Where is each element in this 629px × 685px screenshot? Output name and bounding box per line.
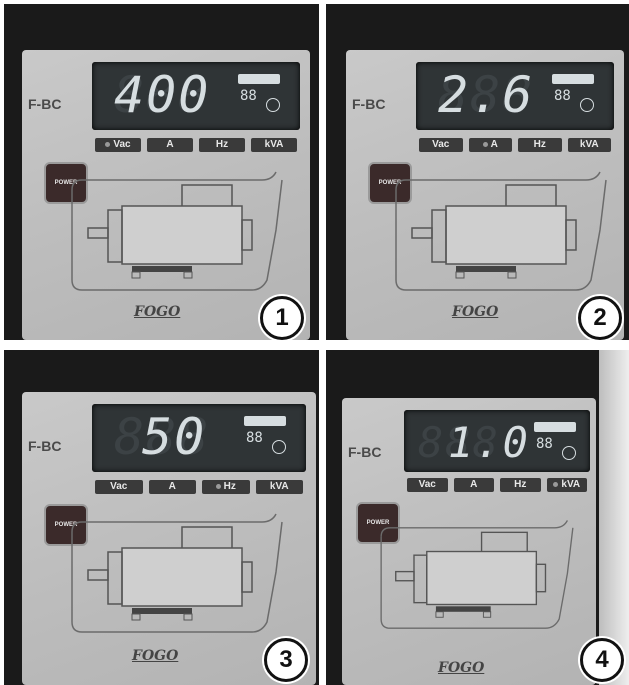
background-wall [599, 350, 629, 685]
panel-number-badge: 1 [260, 296, 304, 340]
unit-label-kva: kVA [251, 138, 297, 152]
unit-label-hz: Hz [518, 138, 562, 152]
lcd-status-icon: 88 [552, 74, 602, 114]
lcd-display: 888 400 88 [92, 62, 300, 130]
brand-logo: FOGO [452, 304, 499, 320]
unit-label-a: A [147, 138, 193, 152]
unit-label-kva: kVA [567, 138, 611, 152]
unit-label-vac: Vac [95, 138, 141, 152]
unit-label-a: A [453, 478, 494, 492]
photo-panel-4: F-BC 888 1.0 88 Vac A Hz kVA POWER FOGO … [326, 350, 629, 685]
lcd-ghost-segments: 888 [114, 66, 211, 124]
power-button[interactable]: POWER [44, 504, 88, 546]
meter-faceplate: F-BC 888 50 88 Vac A Hz kVA POWER FOGO [22, 392, 316, 685]
unit-label-kva: kVA [546, 478, 587, 492]
panel-number-badge: 2 [578, 296, 622, 340]
brand-logo: FOGO [134, 304, 181, 320]
model-label: F-BC [28, 96, 62, 112]
unit-label-vac: Vac [419, 138, 463, 152]
led-indicator-icon [105, 141, 111, 147]
meter-faceplate: F-BC 888 400 88 Vac A Hz kVA POWER FOGO [22, 50, 310, 340]
unit-label-hz: Hz [202, 480, 250, 494]
panel-number-badge: 3 [264, 638, 308, 682]
unit-labels: Vac A Hz kVA [92, 480, 306, 494]
power-button[interactable]: POWER [356, 502, 400, 544]
led-indicator-icon [482, 141, 488, 147]
photo-panel-1: F-BC 888 400 88 Vac A Hz kVA POWER FOGO … [4, 4, 319, 340]
model-label: F-BC [28, 438, 62, 454]
generator-diagram-icon [395, 171, 607, 291]
brand-logo: FOGO [132, 648, 179, 664]
unit-label-a: A [148, 480, 196, 494]
meter-faceplate: F-BC 888 1.0 88 Vac A Hz kVA POWER FOGO [342, 398, 596, 685]
lcd-ghost-segments: 888 [114, 408, 211, 466]
panel-number-badge: 4 [580, 638, 624, 682]
meter-faceplate: F-BC 888 2.6 88 Vac A Hz kVA POWER FOGO [346, 50, 624, 340]
lcd-reading: 400 [114, 66, 211, 124]
unit-label-vac: Vac [407, 478, 448, 492]
generator-diagram-icon [71, 171, 283, 291]
brand-logo: FOGO [438, 660, 485, 676]
photo-panel-3: F-BC 888 50 88 Vac A Hz kVA POWER FOGO 3 [4, 350, 319, 685]
unit-labels: Vac A Hz kVA [404, 478, 590, 492]
lcd-reading: 1.0 [448, 418, 530, 467]
model-label: F-BC [352, 96, 386, 112]
led-indicator-icon [553, 481, 559, 487]
lcd-status-icon: 88 [534, 422, 584, 462]
lcd-reading: 50 [142, 408, 207, 466]
photo-panel-2: F-BC 888 2.6 88 Vac A Hz kVA POWER FOGO … [326, 4, 629, 340]
lcd-status-icon: 88 [244, 416, 294, 456]
power-button[interactable]: POWER [44, 162, 88, 204]
generator-diagram-icon [71, 513, 283, 633]
lcd-ghost-segments: 888 [418, 418, 500, 467]
unit-label-vac: Vac [95, 480, 143, 494]
unit-label-kva: kVA [255, 480, 303, 494]
lcd-display: 888 1.0 88 [404, 410, 590, 472]
power-button[interactable]: POWER [368, 162, 412, 204]
lcd-reading: 2.6 [438, 66, 535, 124]
unit-label-a: A [468, 138, 512, 152]
led-indicator-icon [215, 483, 221, 489]
unit-label-hz: Hz [199, 138, 245, 152]
unit-label-hz: Hz [500, 478, 541, 492]
model-label: F-BC [348, 444, 382, 460]
unit-labels: Vac A Hz kVA [416, 138, 614, 152]
unit-labels: Vac A Hz kVA [92, 138, 300, 152]
lcd-status-icon: 88 [238, 74, 288, 114]
generator-diagram-icon [380, 520, 574, 629]
lcd-display: 888 2.6 88 [416, 62, 614, 130]
lcd-ghost-segments: 888 [438, 66, 535, 124]
lcd-display: 888 50 88 [92, 404, 306, 472]
